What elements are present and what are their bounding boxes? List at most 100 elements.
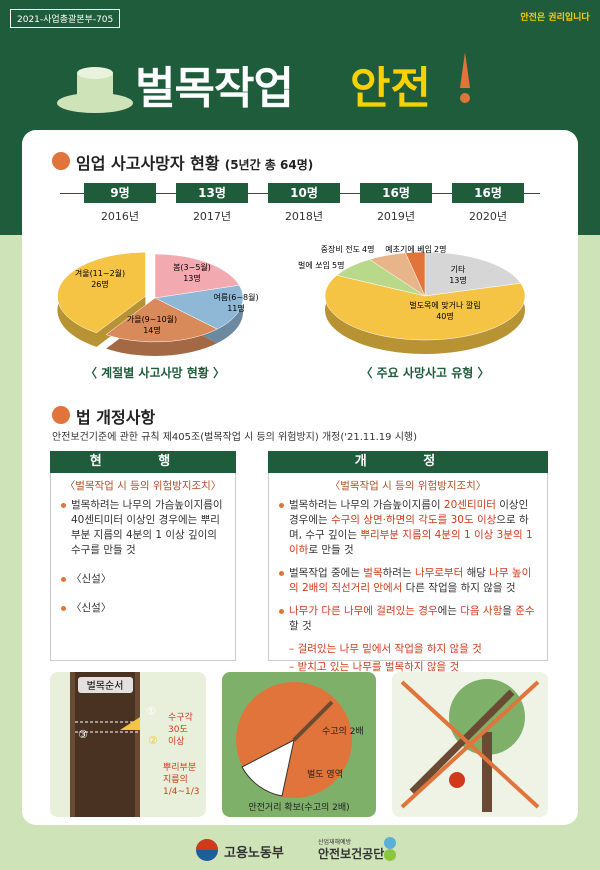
list-item: 벌목하려는 나무의 가슴높이지름이 20센티미터 이상인 경우에는 수구의 상면… (279, 498, 537, 558)
chart-caption: 〈 계절별 사고사망 현황 〉 (84, 366, 226, 380)
text: 으로 하며, 수구 깊이는 (289, 514, 529, 541)
sub-item: 걸려있는 나무 밑에서 작업을 하지 않을 것 (279, 642, 537, 657)
box-body: 〈벌목작업 시 등의 위험방지조치〉 벌목하려는 나무의 가슴높이지름이 20센티… (268, 473, 548, 673)
year: 2019년 (376, 210, 416, 223)
title-highlight: 안전 (350, 63, 431, 114)
chart-caption: 〈 주요 사망사고 유형 〉 (360, 366, 490, 380)
slice-value: 2명 (434, 244, 446, 254)
highlight: 준수 (515, 605, 535, 617)
slice-label: 기타 (451, 265, 466, 274)
box-title: 〈벌목작업 시 등의 위험방지조치〉 (64, 480, 222, 492)
box-header: 개 정 (268, 451, 548, 473)
slice-value: 5명 (332, 260, 344, 270)
pie-slice (424, 251, 522, 297)
highlight: 다음 사항 (460, 605, 503, 617)
slice-label: 겨울(11~2월) (75, 268, 125, 278)
text: 해당 (463, 567, 490, 579)
slice-label: 벌에 쏘임 (298, 260, 330, 270)
angle-label: 30도 (168, 725, 188, 735)
stump-icon (57, 67, 133, 113)
step: ① (146, 705, 156, 718)
box-body: 〈벌목작업 시 등의 위험방지조치〉 벌목하려는 나무의 가슴높이지름이 40센티… (50, 473, 236, 661)
highlight: 나무가 다른 나무에 걸려있는 경우 (289, 605, 438, 617)
pie-slice (324, 274, 526, 341)
slice-value: 14명 (143, 325, 161, 335)
year-count: 13명 (176, 183, 248, 203)
year: 2017년 (192, 210, 232, 223)
agency-emblem (384, 837, 396, 861)
text: 로 만들 것 (308, 544, 354, 556)
slice-label: 가을(9~10월) (127, 314, 177, 324)
slice-label: 중장비 전도 (321, 244, 360, 254)
year-count: 10명 (268, 183, 340, 203)
year: 2018년 (284, 210, 324, 223)
text: 하려는 (382, 567, 415, 579)
pie-slice (154, 253, 240, 299)
list-item: 벌목작업 중에는 벌목하려는 나무로부터 해당 나무 높이의 2배의 직선거리 … (279, 566, 537, 596)
highlight: 뿌리부분 지름의 4분의 1 이상 3분의 1이하 (289, 529, 533, 556)
brand: 안전은 권리입니다 (520, 13, 590, 23)
doc-code: 2021-사업총괄본부-705 (10, 9, 121, 28)
slice-value: 11명 (227, 303, 245, 313)
felling-order-illustration: 벌목순서 ① ② ③ 수구각 30도 이상 뿌리부분 지름의 1/4~1/3 (50, 672, 206, 817)
slice-label: 봄(3~5월) (173, 262, 211, 272)
box-title: 〈벌목작업 시 등의 위험방지조치〉 (329, 480, 487, 492)
slice-label: 여름(6~8월) (213, 292, 258, 302)
text: 을 (502, 605, 516, 617)
pie-slice (405, 251, 426, 297)
law-subtitle: 안전보건기준에 관한 규칙 제405조(벌목작업 시 등의 위험방지) 개정('… (52, 432, 418, 443)
section-heading: 임업 사고사망자 현황 (5년간 총 64명) (76, 150, 313, 174)
warning-icon (460, 52, 470, 103)
title: 벌목작업 (135, 63, 294, 114)
agency-note: 산업재해예방 (318, 839, 352, 846)
text: 할 것 (289, 620, 312, 632)
highlight: 수구의 상면·하면의 각도를 30도 이상 (330, 514, 497, 526)
heading: 임업 사고사망자 현황 (76, 154, 220, 173)
year-count: 16명 (452, 183, 524, 203)
illustration-title: 벌목순서 (87, 680, 124, 692)
list-item: 〈신설〉 (61, 601, 225, 616)
slice-value: 13명 (449, 275, 467, 285)
depth-label: 1/4~1/3 (163, 787, 200, 797)
highlight: 나무로부터 (414, 567, 464, 579)
list-item: 〈신설〉 (61, 572, 225, 587)
slice-value: 26명 (91, 279, 109, 289)
ministry: 고용노동부 (224, 846, 284, 861)
agency: 안전보건공단 (318, 847, 385, 861)
angle-label: 이상 (168, 736, 185, 747)
highlight: 20센티미터 (443, 499, 496, 511)
section-heading: 법 개정사항 (76, 408, 156, 427)
slice-label: 예초기에 베임 (385, 244, 432, 254)
pie-slice (154, 284, 244, 330)
highlight: 나무 높이의 2배의 직선거리 안에서 (289, 567, 532, 594)
check-icon (52, 152, 70, 170)
step: ② (148, 734, 158, 747)
year: 2020년 (468, 210, 508, 223)
year-count: 16명 (360, 183, 432, 203)
slice-value: 40명 (436, 311, 454, 321)
text: 벌목작업 중에는 (289, 567, 364, 579)
ministry-emblem (196, 839, 218, 861)
highlight: 벌목 (363, 567, 383, 579)
angle-label: 수구각 (168, 711, 193, 723)
check-icon (52, 406, 70, 424)
pie-charts: 봄(3~5월)13명여름(6~8월)11명가을(9~10월)14명겨울(11~2… (57, 244, 526, 357)
text: 에는 (437, 605, 461, 617)
slice-value: 13명 (183, 273, 201, 283)
text: 다른 작업을 하지 않을 것 (402, 582, 516, 594)
step: ③ (78, 728, 88, 741)
safe-distance-illustration: 수고의 2배 벌도 영역 안전거리 확보(수고의 2배) (222, 672, 376, 817)
slice-label: 벌도목에 맞거나 깔림 (409, 300, 480, 310)
depth-label: 지름의 (163, 774, 188, 785)
box-header: 현 행 (50, 451, 236, 473)
heading-note: (5년간 총 64명) (224, 158, 314, 172)
pie-slice (105, 297, 218, 343)
text: 이상인 경우에는 (289, 499, 529, 526)
sub-item: 받치고 있는 나무를 벌목하지 않을 것 (279, 660, 537, 675)
list-item: 벌목하려는 나무의 가슴높이지름이 40센티미터 이상인 경우에는 뿌리부분 지… (61, 498, 225, 558)
list-item: 나무가 다른 나무에 걸려있는 경우에는 다음 사항을 준수할 것 (279, 604, 537, 634)
revised-box: 개 정 〈벌목작업 시 등의 위험방지조치〉 벌목하려는 나무의 가슴높이지름이 … (268, 451, 548, 673)
height-label: 수고의 2배 (322, 726, 364, 737)
text: 벌목하려는 나무의 가슴높이지름이 (289, 499, 444, 511)
pie-slice (57, 252, 146, 334)
